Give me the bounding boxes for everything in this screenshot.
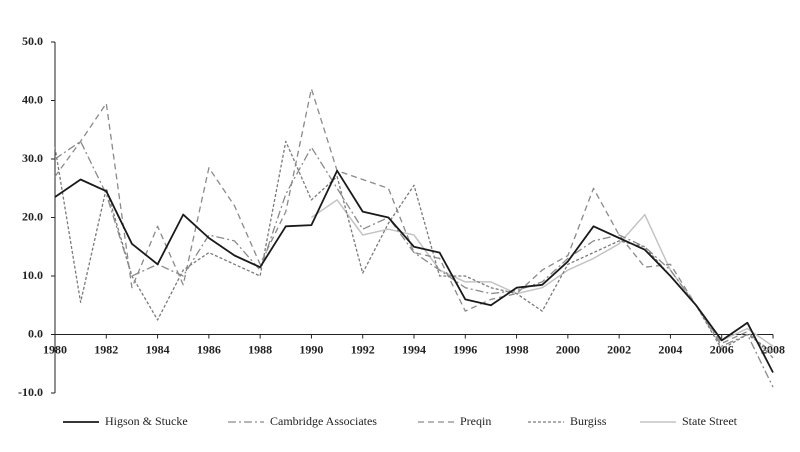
series-line — [54, 140, 774, 388]
x-tick-label: 1990 — [299, 342, 323, 356]
x-tick-label: 1988 — [248, 342, 272, 356]
y-tick-label: 20.0 — [22, 209, 43, 223]
x-tick-label: 2004 — [658, 342, 682, 356]
x-tick-label: 1998 — [505, 342, 529, 356]
x-tick-label: 1984 — [146, 342, 170, 356]
y-tick-label: 0.0 — [28, 326, 43, 340]
series-line — [54, 88, 774, 359]
x-tick-label: 1986 — [197, 342, 221, 356]
legend-label: Preqin — [460, 414, 491, 428]
legend-label: State Street — [682, 414, 738, 428]
legend-label: Higson & Stucke — [105, 414, 188, 428]
legend-label: Cambridge Associates — [270, 414, 377, 428]
y-tick-label: 50.0 — [22, 34, 43, 48]
x-tick-label: 1980 — [43, 342, 67, 356]
x-tick-label: 1982 — [94, 342, 118, 356]
x-tick-label: 1992 — [351, 342, 375, 356]
x-tick-label: 1996 — [453, 342, 477, 356]
series-line — [54, 140, 774, 353]
y-tick-label: 40.0 — [22, 92, 43, 106]
x-tick-label: 2000 — [556, 342, 580, 356]
legend-label: Burgiss — [570, 414, 607, 428]
series-line — [54, 169, 774, 373]
series-line — [310, 199, 774, 347]
x-tick-label: 2008 — [761, 342, 785, 356]
y-tick-label: -10.0 — [18, 385, 43, 399]
y-tick-label: 30.0 — [22, 151, 43, 165]
y-tick-label: 10.0 — [22, 268, 43, 282]
x-tick-label: 2002 — [607, 342, 631, 356]
x-tick-label: 1994 — [402, 342, 426, 356]
